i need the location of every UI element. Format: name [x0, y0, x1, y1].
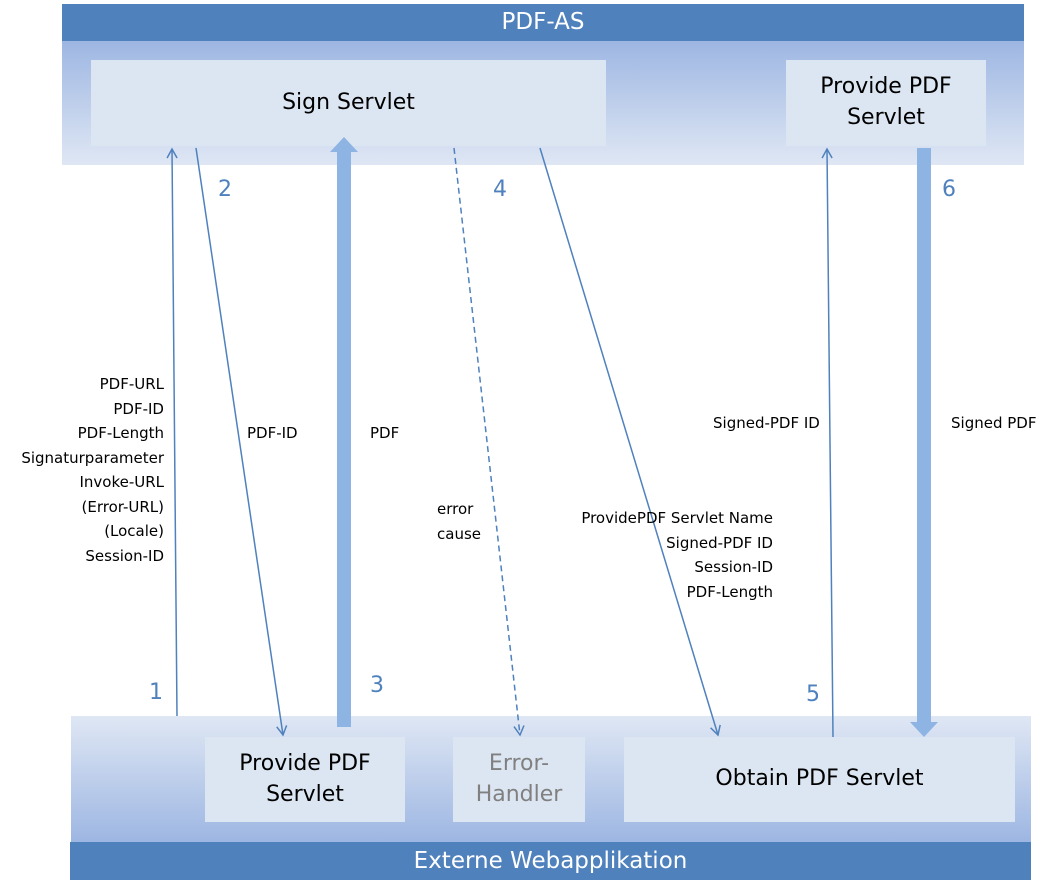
webapp-footer: Externe Webapplikation [70, 842, 1031, 880]
arrow-error [453, 147, 525, 737]
param: PDF-Length [686, 582, 773, 601]
arrow-step-6 [910, 148, 938, 737]
error-line: cause [437, 524, 481, 543]
error-line: error [437, 500, 474, 518]
step-1-number: 1 [149, 680, 163, 705]
param: Invoke-URL [79, 473, 164, 491]
step-3-number: 3 [370, 673, 384, 698]
param: Signaturparameter [21, 448, 164, 467]
step-4-number: 4 [493, 177, 507, 202]
step-4-params: ProvidePDF Servlet Name Signed-PDF ID Se… [581, 506, 773, 604]
pdf-as-header: PDF-AS [62, 4, 1024, 41]
error-handler-box: Error- Handler [453, 737, 585, 822]
sign-servlet-box: Sign Servlet [91, 60, 606, 146]
step-6-number: 6 [942, 177, 956, 202]
param: Session-ID [694, 558, 773, 576]
step-3-label: PDF [370, 424, 400, 442]
obtain-pdf-servlet-box: Obtain PDF Servlet [624, 737, 1015, 822]
step-5-label: Signed-PDF ID [713, 414, 820, 432]
step-1-params: PDF-URL PDF-ID PDF-Length Signaturparame… [21, 372, 164, 568]
arrow-step-1 [166, 147, 178, 717]
param: Signed-PDF ID [666, 533, 773, 552]
arrow-step-4 [539, 147, 721, 737]
param: PDF-URL [99, 375, 164, 393]
param: Session-ID [85, 546, 164, 565]
param: (Locale) [104, 522, 164, 540]
step-5-number: 5 [806, 682, 820, 707]
param: ProvidePDF Servlet Name [581, 509, 773, 527]
provide-pdf-servlet-top-box: Provide PDF Servlet [786, 60, 986, 146]
provide-pdf-servlet-bottom-box: Provide PDF Servlet [205, 737, 405, 822]
step-2-label: PDF-ID [247, 424, 298, 442]
arrow-step-3 [330, 137, 358, 727]
param: PDF-Length [77, 424, 164, 442]
param: (Error-URL) [81, 497, 164, 516]
arrow-step-2 [195, 147, 288, 737]
step-2-number: 2 [218, 177, 232, 202]
error-label: error cause [437, 497, 481, 546]
arrow-step-5 [821, 147, 834, 738]
step-6-label: Signed PDF [951, 414, 1037, 432]
param: PDF-ID [113, 399, 164, 418]
